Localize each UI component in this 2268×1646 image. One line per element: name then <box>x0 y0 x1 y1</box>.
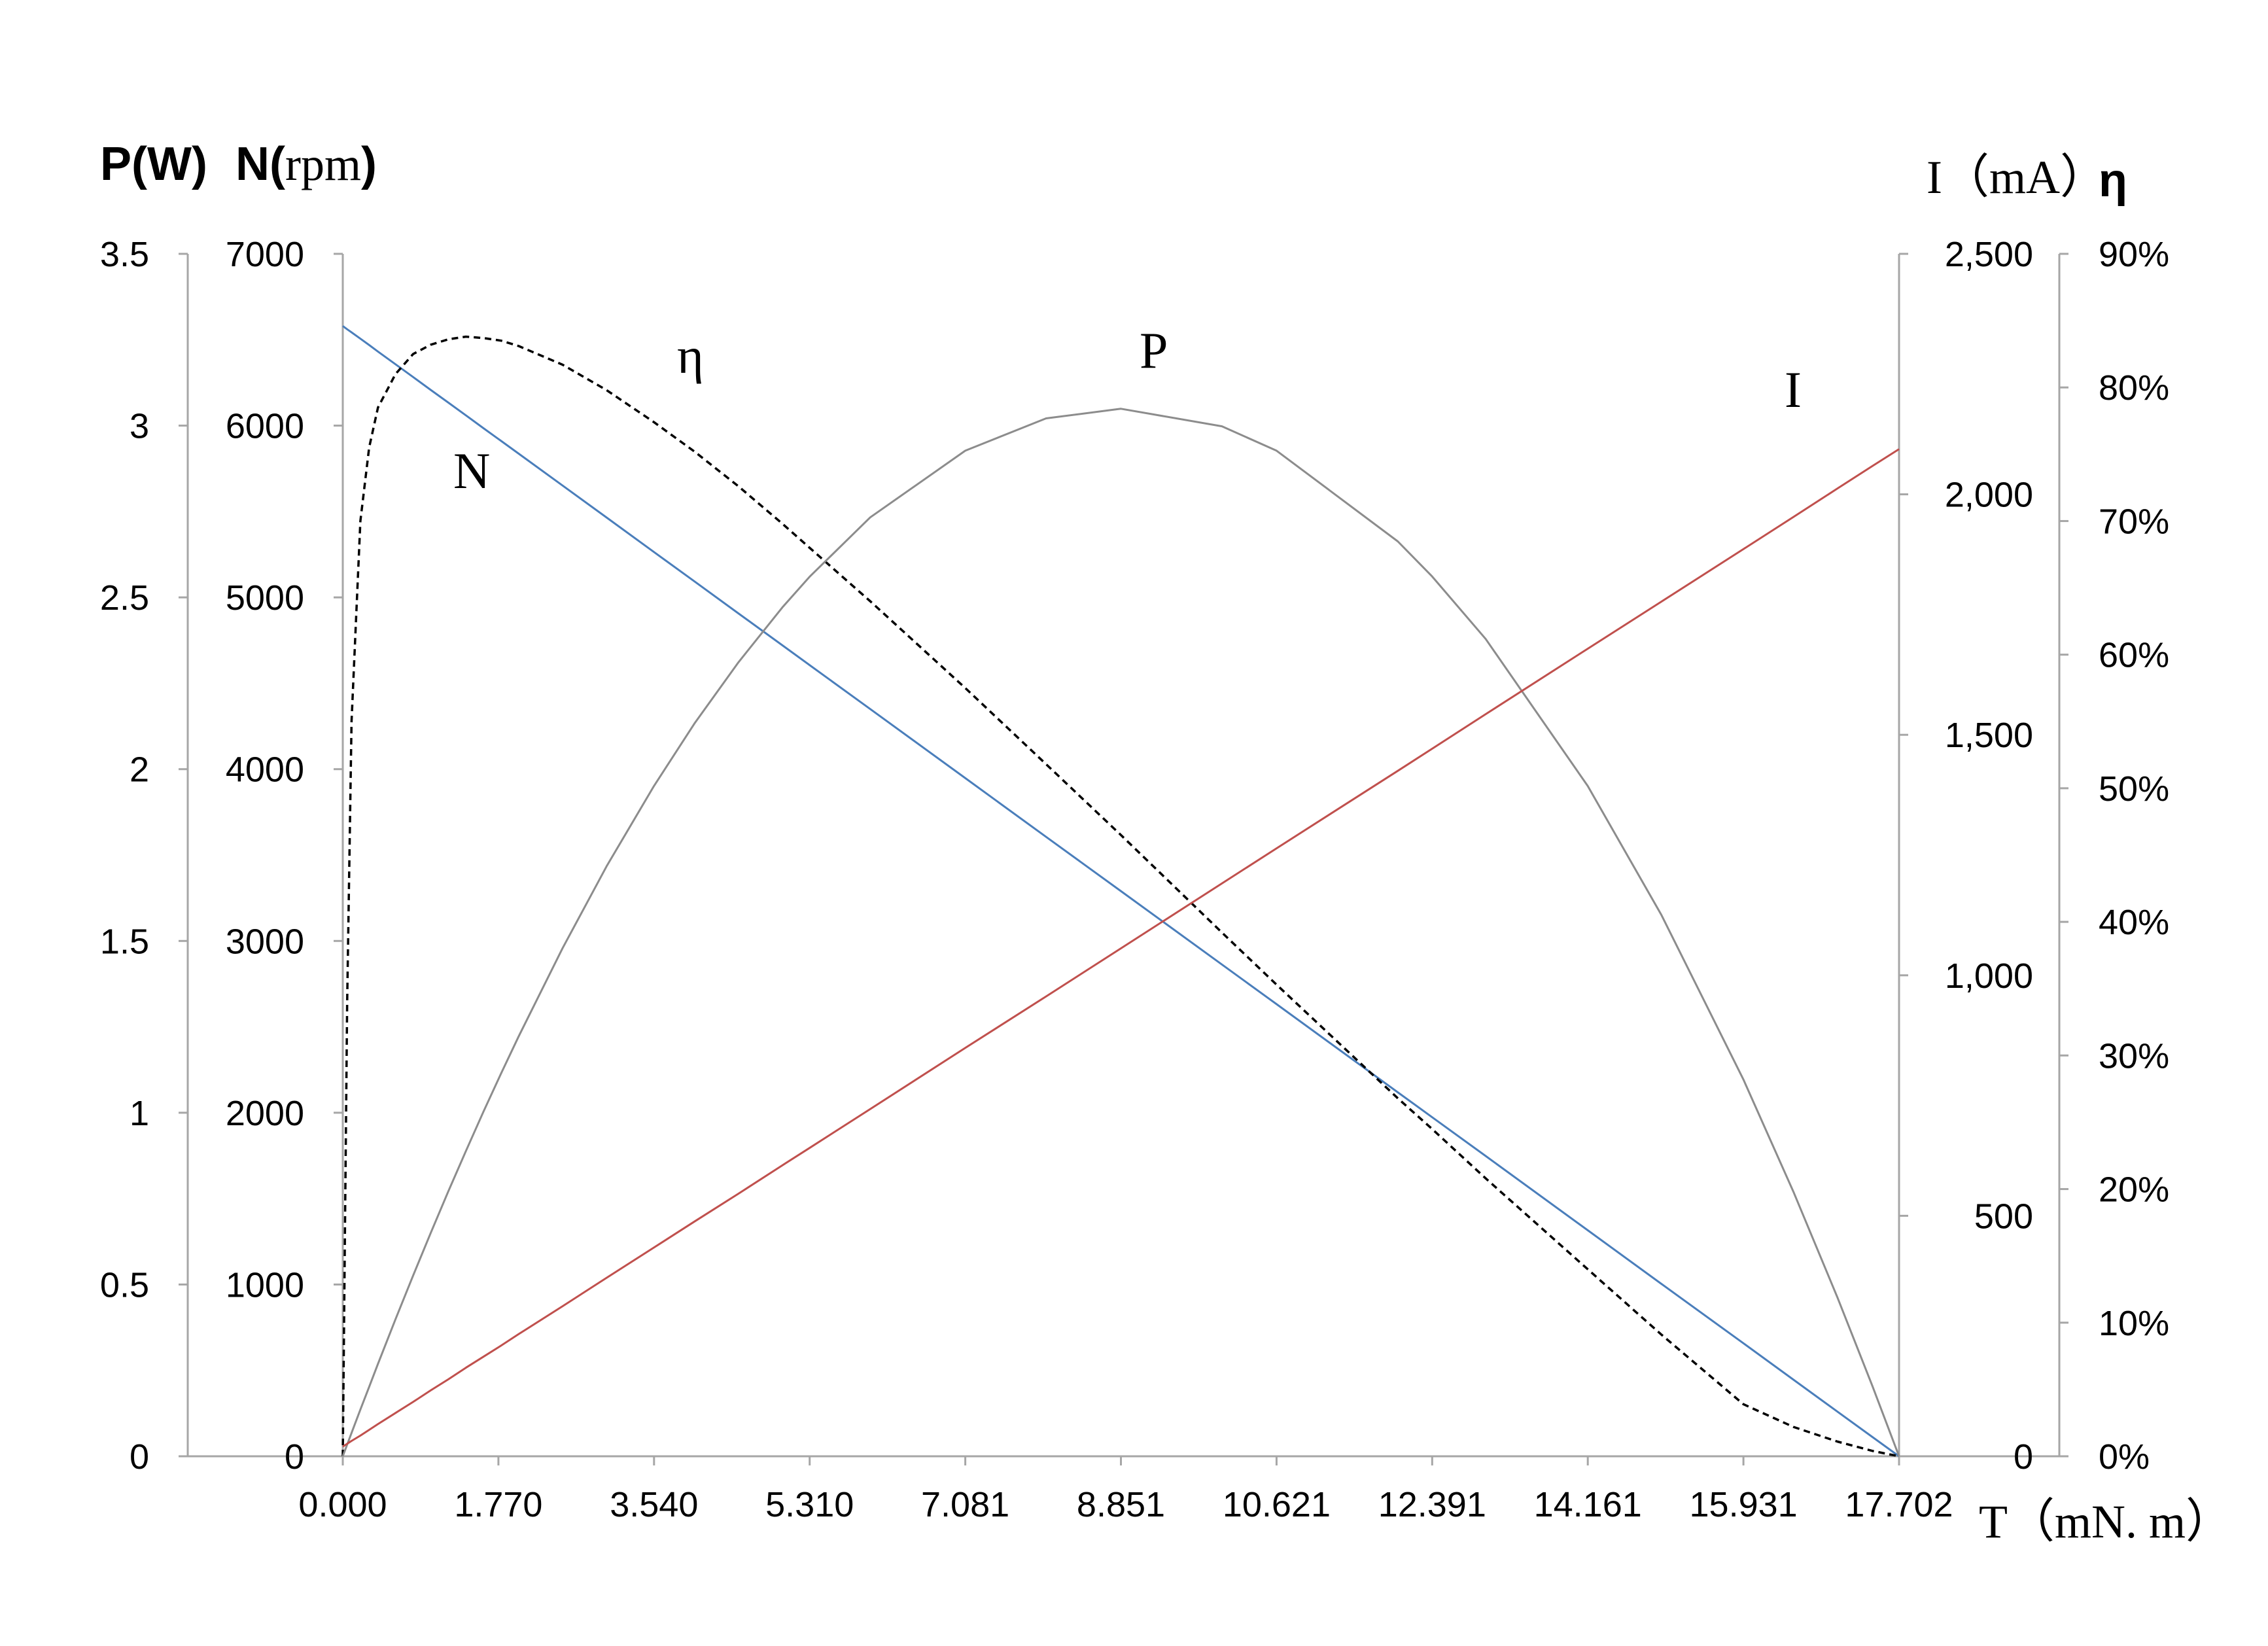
curve-label-P: P <box>1140 322 1168 379</box>
efficiency-tick-label: 30% <box>2099 1036 2169 1076</box>
curve-label-N: N <box>453 442 490 499</box>
x-tick-label: 5.310 <box>765 1485 854 1524</box>
x-tick-label: 1.770 <box>454 1485 542 1524</box>
power-tick-label: 3 <box>130 407 149 446</box>
current-tick-label: 1,000 <box>1945 956 2033 996</box>
x-tick-label: 0.000 <box>298 1485 387 1524</box>
efficiency-tick-label: 60% <box>2099 636 2169 675</box>
x-tick-label: 15.931 <box>1690 1485 1798 1524</box>
efficiency-tick-label: 70% <box>2099 502 2169 541</box>
speed-axis-title: N(rpm) <box>236 138 377 190</box>
speed-tick-label: 3000 <box>226 922 304 961</box>
efficiency-axis-ticks: 0% 10% 20% 30% 40% 50% 60% 70% 80% 90% <box>2059 235 2169 1477</box>
power-tick-label: 1.5 <box>100 922 149 961</box>
x-axis-ticks: 0.000 1.770 3.540 5.310 7.081 8.851 10.621 12.3… <box>298 1456 1953 1524</box>
curve-label-I: I <box>1785 361 1802 418</box>
x-tick-label: 3.540 <box>610 1485 698 1524</box>
x-tick-label: 14.161 <box>1534 1485 1642 1524</box>
speed-axis-ticks: 0 1000 2000 3000 4000 5000 6000 7000 <box>226 235 343 1477</box>
power-tick-label: 2 <box>130 750 149 790</box>
speed-tick-label: 5000 <box>226 578 304 618</box>
series-layer <box>341 325 1900 1458</box>
x-axis-title: T（mN. m） <box>1979 1496 2233 1548</box>
power-tick-label: 3.5 <box>100 235 149 274</box>
current-axis-ticks: 0 500 1,000 1,500 2,000 2,500 <box>1899 235 2033 1477</box>
current-tick-label: 1,500 <box>1945 716 2033 755</box>
x-tick-label: 17.702 <box>1845 1485 1953 1524</box>
efficiency-tick-label: 50% <box>2099 769 2169 809</box>
current-tick-label: 500 <box>1974 1197 2033 1236</box>
efficiency-tick-label: 0% <box>2099 1437 2150 1477</box>
efficiency-tick-label: 90% <box>2099 235 2169 274</box>
power-tick-label: 2.5 <box>100 578 149 618</box>
speed-tick-label: 1000 <box>226 1265 304 1305</box>
current-axis-title: I（mA） <box>1927 151 2107 203</box>
efficiency-tick-label: 40% <box>2099 903 2169 942</box>
power-tick-label: 1 <box>130 1094 149 1133</box>
x-tick-label: 12.391 <box>1378 1485 1486 1524</box>
x-tick-label: 10.621 <box>1223 1485 1331 1524</box>
speed-tick-label: 2000 <box>226 1094 304 1133</box>
speed-tick-label: 4000 <box>226 750 304 790</box>
speed-tick-label: 7000 <box>226 235 304 274</box>
power-tick-label: 0 <box>130 1437 149 1477</box>
power-axis-title: P(W) <box>100 138 207 190</box>
current-series-line <box>342 448 1900 1448</box>
efficiency-tick-label: 10% <box>2099 1304 2169 1343</box>
curve-label-eta: η <box>677 327 704 384</box>
efficiency-tick-label: 20% <box>2099 1170 2169 1210</box>
current-tick-label: 0 <box>2014 1437 2033 1477</box>
current-tick-label: 2,500 <box>1945 235 2033 274</box>
x-tick-label: 8.851 <box>1077 1485 1165 1524</box>
current-tick-label: 2,000 <box>1945 476 2033 515</box>
power-tick-label: 0.5 <box>100 1265 149 1305</box>
efficiency-tick-label: 80% <box>2099 368 2169 408</box>
speed-tick-label: 0 <box>285 1437 304 1477</box>
power-series-line <box>341 408 1900 1457</box>
efficiency-series-line <box>341 335 1900 1458</box>
power-axis-ticks: 0 0.5 1 1.5 2 2.5 3 3.5 <box>100 235 188 1477</box>
speed-series-line <box>342 325 1900 1458</box>
speed-tick-label: 6000 <box>226 407 304 446</box>
x-tick-label: 7.081 <box>921 1485 1009 1524</box>
efficiency-axis-title: η <box>2099 154 2127 207</box>
